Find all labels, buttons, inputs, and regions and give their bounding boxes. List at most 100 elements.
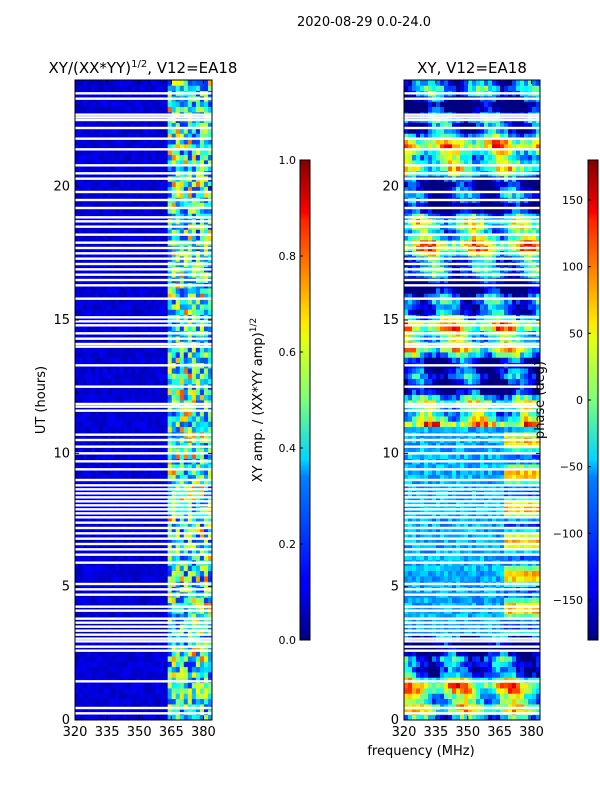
amp-cell xyxy=(95,304,100,310)
amp-cell xyxy=(163,416,169,422)
amp-cell xyxy=(83,320,88,326)
amp-cell xyxy=(139,181,144,188)
phase-cell xyxy=(412,672,417,678)
amp-cell xyxy=(199,298,205,305)
amp-cell xyxy=(131,325,136,332)
amp-cell xyxy=(195,629,201,636)
amp-cell xyxy=(187,512,193,518)
amp-cell xyxy=(195,405,201,412)
amp-cell xyxy=(103,122,108,129)
amp-cell xyxy=(75,410,80,417)
amp-cell xyxy=(203,448,209,454)
amp-cell xyxy=(107,496,112,502)
amp-cell xyxy=(79,421,84,428)
amp-cell xyxy=(131,570,136,577)
amp-cell xyxy=(135,202,140,209)
amp-cell xyxy=(103,80,108,86)
amp-cell xyxy=(179,464,185,470)
amp-cell xyxy=(99,474,104,481)
amp-cell xyxy=(183,154,189,161)
amp-cell xyxy=(179,357,185,364)
phase-cell xyxy=(508,629,513,636)
amp-cell xyxy=(183,565,189,572)
amp-cell xyxy=(191,570,197,577)
amp-cell xyxy=(203,682,209,689)
amp-cell xyxy=(139,416,144,422)
amp-cell xyxy=(151,576,156,582)
amp-cell xyxy=(115,565,120,572)
phase-cell xyxy=(488,672,493,678)
phase-cell xyxy=(472,682,477,689)
amp-cell xyxy=(159,421,165,428)
amp-cell xyxy=(175,640,181,646)
amp-cell xyxy=(159,528,165,534)
amp-cell xyxy=(167,389,173,396)
amp-cell xyxy=(207,202,213,209)
amp-cell xyxy=(187,320,193,326)
amp-cell xyxy=(183,128,189,134)
phase-cell xyxy=(488,629,493,636)
amp-cell xyxy=(147,682,152,689)
phase-cell xyxy=(448,613,453,620)
amp-cell xyxy=(87,421,92,428)
amp-cell xyxy=(123,474,128,481)
amp-cell xyxy=(139,682,144,689)
amp-cell xyxy=(207,661,213,668)
amp-cell xyxy=(167,405,173,412)
amp-cell xyxy=(191,202,197,209)
amp-cell xyxy=(87,149,92,156)
amp-cell xyxy=(99,192,104,198)
amp-cell xyxy=(131,714,136,721)
amp-cell xyxy=(79,320,84,326)
amp-cell xyxy=(87,80,92,86)
phase-cell xyxy=(416,682,421,689)
amp-cell xyxy=(131,288,136,294)
amp-cell xyxy=(103,208,108,214)
amp-cell xyxy=(203,234,209,241)
amp-cell xyxy=(75,122,80,129)
amp-cell xyxy=(103,469,108,476)
amp-cell xyxy=(195,352,201,358)
amp-cell xyxy=(187,106,193,113)
amp-cell xyxy=(195,165,201,172)
amp-cell xyxy=(115,453,120,460)
amp-cell xyxy=(167,378,173,385)
amp-cell xyxy=(183,698,189,705)
amp-cell xyxy=(191,288,197,294)
phase-cell xyxy=(500,688,505,694)
amp-cell xyxy=(123,549,128,556)
amp-cell xyxy=(167,629,173,636)
phase-cell xyxy=(484,682,489,689)
amp-flag-line xyxy=(75,206,212,210)
amp-cell xyxy=(167,570,173,577)
amp-cell xyxy=(159,149,165,156)
amp-cell xyxy=(195,106,201,113)
amp-cell xyxy=(79,325,84,332)
amp-cell xyxy=(103,378,108,385)
amp-cell xyxy=(127,122,132,129)
amp-cell xyxy=(179,80,185,86)
phase-cell xyxy=(504,656,509,662)
amp-cell xyxy=(131,410,136,417)
amp-cell xyxy=(143,181,148,188)
phase-cell xyxy=(448,666,453,673)
phase-cell xyxy=(464,682,469,689)
amp-cell xyxy=(79,650,84,657)
amp-cell xyxy=(87,570,92,577)
amp-cell xyxy=(107,661,112,668)
amp-cell xyxy=(75,421,80,428)
amp-cell xyxy=(203,416,209,422)
amp-cell xyxy=(159,597,165,604)
amp-cell xyxy=(107,368,112,374)
amp-cell xyxy=(195,496,201,502)
amp-flag-line xyxy=(75,246,212,250)
amp-cell xyxy=(147,714,152,721)
amp-cell xyxy=(183,688,189,694)
amp-cell xyxy=(91,645,96,652)
amp-cell xyxy=(199,346,205,353)
phase-cell xyxy=(480,629,485,636)
amp-cell xyxy=(103,656,108,662)
amp-cell xyxy=(115,101,120,108)
amp-cell xyxy=(107,352,112,358)
amp-cell xyxy=(163,138,169,145)
